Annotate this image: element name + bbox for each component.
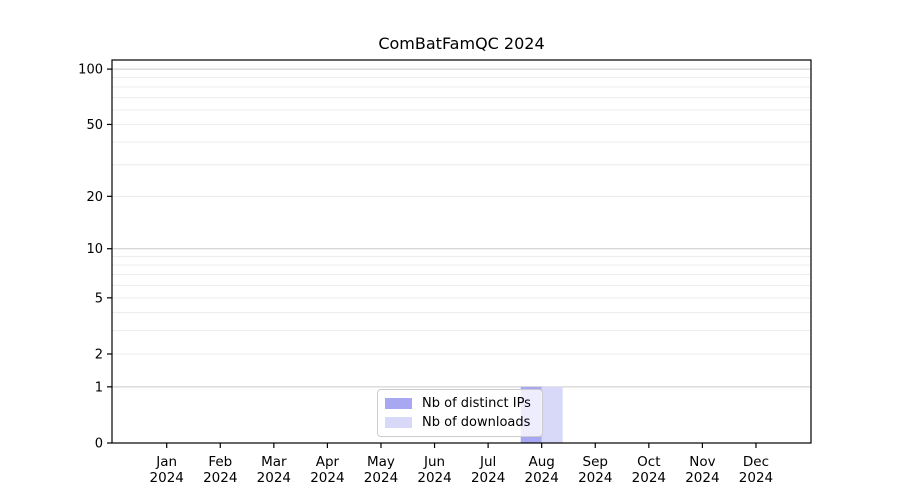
x-tick-label: Sep 2024: [578, 454, 612, 486]
legend: Nb of distinct IPs Nb of downloads: [377, 389, 543, 437]
x-tick-label: May 2024: [364, 454, 398, 486]
y-tick-label: 1: [95, 380, 103, 395]
y-tick-label: 50: [86, 118, 103, 133]
x-tick-label: Jul 2024: [471, 454, 505, 486]
x-tick-label: Dec 2024: [739, 454, 773, 486]
plot-border: [111, 59, 812, 444]
y-tick-label: 0: [95, 437, 103, 452]
x-tick-label: Jan 2024: [150, 454, 184, 486]
x-tick-label: Nov 2024: [685, 454, 719, 486]
x-tick-label: Apr 2024: [310, 454, 344, 486]
y-tick-label: 20: [86, 190, 103, 205]
x-tick-label: Oct 2024: [632, 454, 666, 486]
y-tick-label: 10: [86, 242, 103, 257]
x-tick-label: Aug 2024: [525, 454, 559, 486]
chart-title: ComBatFamQC 2024: [378, 34, 545, 53]
y-tick-label: 2: [95, 347, 103, 362]
legend-label-distinct-ips: Nb of distinct IPs: [422, 396, 531, 411]
x-tick-label: Feb 2024: [203, 454, 237, 486]
x-tick-label: Jun 2024: [417, 454, 451, 486]
y-tick-label: 100: [78, 63, 103, 78]
bar-aug-2024-series1: [541, 386, 563, 443]
legend-item-downloads: Nb of downloads: [385, 415, 536, 430]
y-tick-label: 5: [95, 291, 103, 306]
legend-swatch-downloads-icon: [385, 417, 412, 428]
legend-swatch-distinct-ips-icon: [385, 398, 412, 409]
x-tick-label: Mar 2024: [257, 454, 291, 486]
legend-label-downloads: Nb of downloads: [422, 415, 531, 430]
legend-item-distinct-ips: Nb of distinct IPs: [385, 396, 536, 411]
